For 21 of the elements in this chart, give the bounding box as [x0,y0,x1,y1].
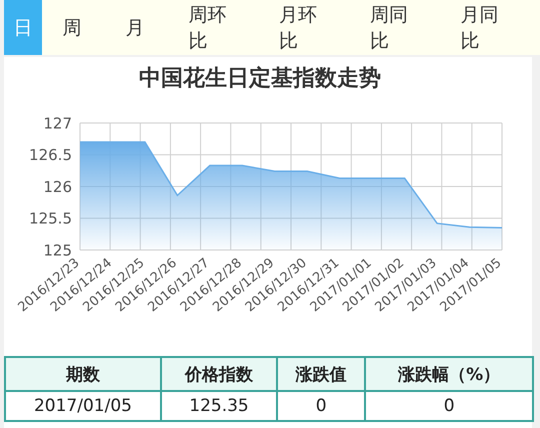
y-tick-label: 127 [43,114,72,132]
text: 周环比 [188,2,228,54]
text: 涨跌幅（%） [365,357,533,391]
text: 2017/01/05 [5,391,161,421]
chart-title: 中国花生日定基指数走势 [138,64,382,93]
text: 月同比 [459,2,500,54]
text: 涨跌值 [277,357,366,391]
y-tick-label: 125 [43,241,72,260]
y-tick-label: 126.5 [29,146,72,164]
text: 日 [4,0,42,55]
text: 0 [365,391,533,421]
text: 0 [277,391,366,421]
text: 期数 [5,357,161,391]
text: 周 [62,16,83,40]
text: 周同比 [368,2,409,54]
text: 月 [124,16,146,40]
text: 价格指数 [160,357,278,391]
text: 125.35 [160,391,278,421]
y-tick-label: 125.5 [29,210,72,228]
y-tick-label: 126 [43,178,72,196]
text: 月环比 [278,2,318,54]
